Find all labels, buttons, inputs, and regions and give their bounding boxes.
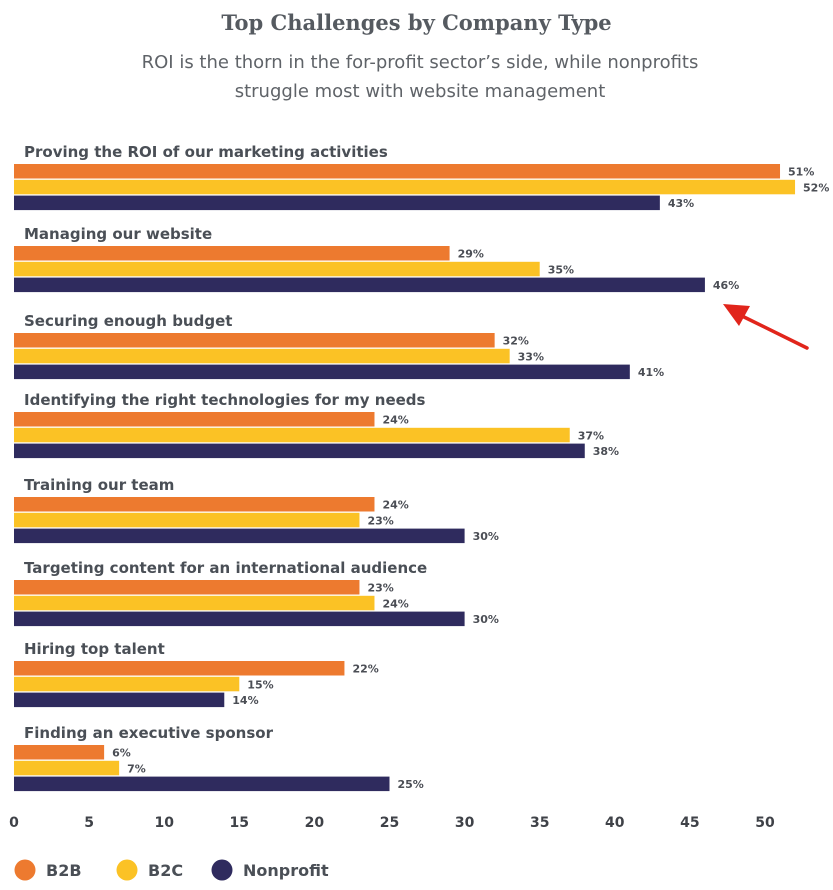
bar-b2c bbox=[14, 760, 120, 776]
data-label: 41% bbox=[638, 366, 664, 379]
data-label: 23% bbox=[367, 514, 393, 527]
chart-title: Top Challenges by Company Type bbox=[221, 10, 612, 35]
bar-b2b bbox=[14, 333, 495, 348]
legend-marker-nonprofit bbox=[211, 859, 233, 881]
bar-b2b bbox=[14, 661, 345, 676]
data-label: 23% bbox=[367, 582, 393, 595]
data-label: 7% bbox=[127, 762, 146, 775]
x-tick-label: 45 bbox=[680, 815, 699, 831]
x-tick-label: 30 bbox=[455, 815, 475, 831]
bar-b2b bbox=[14, 164, 781, 179]
bar-nonprofit bbox=[14, 692, 225, 708]
bar-b2b bbox=[14, 745, 105, 760]
category-label: Proving the ROI of our marketing activit… bbox=[24, 143, 388, 161]
annotation-arrow-line bbox=[742, 315, 809, 350]
data-label: 46% bbox=[713, 279, 739, 292]
legend-marker-b2b bbox=[14, 859, 36, 881]
category-label: Targeting content for an international a… bbox=[24, 559, 427, 577]
data-label: 25% bbox=[398, 778, 424, 791]
bar-b2b bbox=[14, 580, 360, 595]
bar-b2c bbox=[14, 179, 796, 195]
data-label: 22% bbox=[352, 663, 378, 676]
data-label: 24% bbox=[382, 597, 408, 610]
bar-nonprofit bbox=[14, 443, 585, 459]
x-tick-label: 0 bbox=[9, 815, 19, 831]
data-label: 30% bbox=[473, 613, 499, 626]
bar-b2b bbox=[14, 412, 375, 427]
x-tick-label: 5 bbox=[84, 815, 94, 831]
data-label: 6% bbox=[112, 747, 131, 760]
data-label: 15% bbox=[247, 678, 273, 691]
bar-nonprofit bbox=[14, 195, 660, 211]
data-label: 38% bbox=[593, 445, 619, 458]
bar-b2c bbox=[14, 261, 540, 277]
category-label: Identifying the right technologies for m… bbox=[24, 391, 426, 409]
x-tick-label: 50 bbox=[755, 815, 775, 831]
data-label: 29% bbox=[458, 248, 484, 261]
bar-b2b bbox=[14, 246, 450, 261]
annotation-arrow-head bbox=[723, 304, 750, 326]
x-tick-label: 10 bbox=[154, 815, 174, 831]
category-label: Finding an executive sponsor bbox=[24, 724, 274, 742]
x-tick-label: 25 bbox=[380, 815, 399, 831]
x-tick-label: 20 bbox=[305, 815, 325, 831]
bar-nonprofit bbox=[14, 528, 465, 544]
data-label: 24% bbox=[382, 499, 408, 512]
category-label: Training our team bbox=[24, 476, 174, 494]
data-label: 32% bbox=[503, 335, 529, 348]
x-tick-label: 15 bbox=[230, 815, 249, 831]
legend-label: Nonprofit bbox=[243, 861, 329, 880]
bar-nonprofit bbox=[14, 364, 630, 380]
data-label: 35% bbox=[548, 263, 574, 276]
bar-nonprofit bbox=[14, 776, 390, 792]
bar-b2c bbox=[14, 676, 240, 692]
data-label: 24% bbox=[382, 414, 408, 427]
data-label: 14% bbox=[232, 694, 258, 707]
data-label: 52% bbox=[803, 181, 829, 194]
bar-b2c bbox=[14, 348, 510, 364]
category-label: Securing enough budget bbox=[24, 312, 232, 330]
x-tick-label: 40 bbox=[605, 815, 625, 831]
bar-nonprofit bbox=[14, 611, 465, 627]
bar-b2c bbox=[14, 427, 570, 443]
chart-subtitle: ROI is the thorn in the for-profit secto… bbox=[141, 52, 699, 102]
category-label: Hiring top talent bbox=[24, 640, 165, 658]
data-label: 30% bbox=[473, 530, 499, 543]
legend-label: B2B bbox=[46, 861, 82, 880]
data-label: 51% bbox=[788, 166, 814, 179]
data-label: 43% bbox=[668, 197, 694, 210]
legend-label: B2C bbox=[148, 861, 183, 880]
x-tick-label: 35 bbox=[530, 815, 549, 831]
bar-b2c bbox=[14, 512, 360, 528]
legend-marker-b2c bbox=[116, 859, 138, 881]
bar-nonprofit bbox=[14, 277, 705, 293]
bar-b2c bbox=[14, 595, 375, 611]
data-label: 37% bbox=[578, 429, 604, 442]
bar-b2b bbox=[14, 497, 375, 512]
category-label: Managing our website bbox=[24, 225, 212, 243]
data-label: 33% bbox=[518, 350, 544, 363]
